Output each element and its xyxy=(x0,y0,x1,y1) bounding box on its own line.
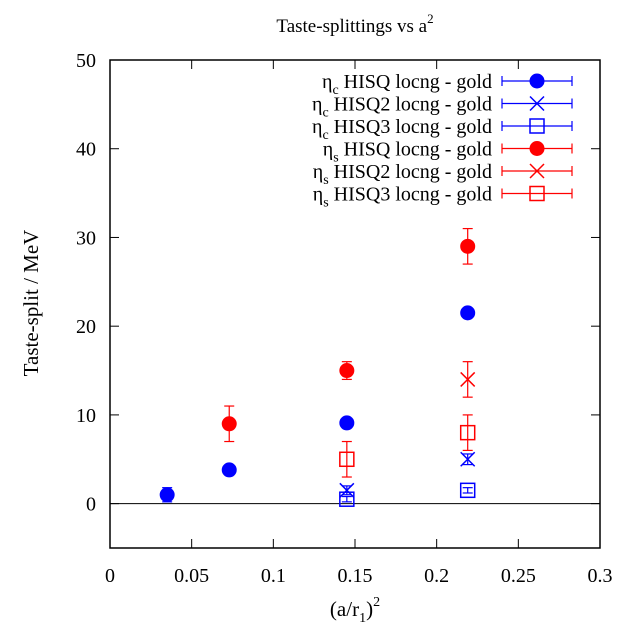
legend-label: ηc HISQ locng - gold xyxy=(322,71,492,98)
legend-label: ηs HISQ2 locng - gold xyxy=(313,161,492,188)
series-0 xyxy=(159,305,476,503)
y-tick-label: 30 xyxy=(76,227,96,249)
data-point xyxy=(460,238,476,254)
legend-marker xyxy=(529,185,545,202)
x-tick-label: 0.05 xyxy=(174,565,209,587)
x-tick-label: 0.2 xyxy=(424,565,449,587)
series-5 xyxy=(339,414,476,478)
y-tick-label: 10 xyxy=(76,405,96,427)
plot-area: 0 0.05 0.1 0.15 0.2 0.25 0.3 0 10 20 30 40 50 xyxy=(76,50,613,587)
data-point xyxy=(339,363,355,379)
series-4 xyxy=(460,361,476,398)
legend-item-2: ηc HISQ3 locng - gold xyxy=(312,116,573,143)
series-3 xyxy=(221,227,476,443)
x-tick-label: 0.3 xyxy=(588,565,613,587)
legend-marker xyxy=(529,118,545,134)
data-point xyxy=(221,416,237,432)
x-tick-label: 0.15 xyxy=(338,565,373,587)
legend-item-5: ηs HISQ3 locng - gold xyxy=(313,184,573,211)
legend-marker xyxy=(529,73,545,89)
y-tick-label: 0 xyxy=(86,494,96,516)
data-point xyxy=(159,487,175,503)
y-tick-label: 50 xyxy=(76,50,96,72)
data-point xyxy=(459,424,476,441)
x-tick-label: 0.25 xyxy=(501,565,536,587)
legend-item-0: ηc HISQ locng - gold xyxy=(322,71,573,98)
data-point xyxy=(460,451,476,467)
legend-marker-stroke-b xyxy=(529,95,545,112)
y-tick-label: 20 xyxy=(76,316,96,338)
legend-marker-stroke-b xyxy=(529,163,545,179)
legend-marker xyxy=(529,95,545,112)
legend-marker xyxy=(529,141,545,156)
legend-item-3: ηs HISQ locng - gold xyxy=(323,139,573,166)
data-point xyxy=(339,491,355,507)
legend-label: ηc HISQ3 locng - gold xyxy=(312,116,492,143)
data-point xyxy=(459,482,476,499)
legend-item-4: ηs HISQ2 locng - gold xyxy=(313,161,573,188)
data-point xyxy=(339,482,355,498)
legend-label: ηs HISQ3 locng - gold xyxy=(313,184,492,211)
x-tick-label: 0 xyxy=(105,565,115,587)
legend-label: ηs HISQ locng - gold xyxy=(323,139,492,166)
legend-item-1: ηc HISQ2 locng - gold xyxy=(312,94,573,121)
x-axis-title: (a/r1)2 xyxy=(330,595,380,626)
data-point xyxy=(460,371,476,387)
data-point-stroke-b xyxy=(460,451,476,467)
y-tick-label: 40 xyxy=(76,139,96,161)
legend-marker xyxy=(529,163,545,179)
data-point xyxy=(339,451,355,468)
data-point-stroke-b xyxy=(460,371,476,387)
data-point xyxy=(460,305,476,321)
data-point-stroke-b xyxy=(339,482,355,498)
data-point xyxy=(221,462,237,478)
series-2 xyxy=(339,482,476,507)
y-axis-title: Taste-split / MeV xyxy=(19,230,43,377)
chart-title: Taste-splittings vs a2 xyxy=(276,11,433,37)
series-1 xyxy=(339,451,476,498)
x-tick-label: 0.1 xyxy=(261,565,286,587)
legend-label: ηc HISQ2 locng - gold xyxy=(312,94,492,121)
data-point xyxy=(339,415,355,431)
